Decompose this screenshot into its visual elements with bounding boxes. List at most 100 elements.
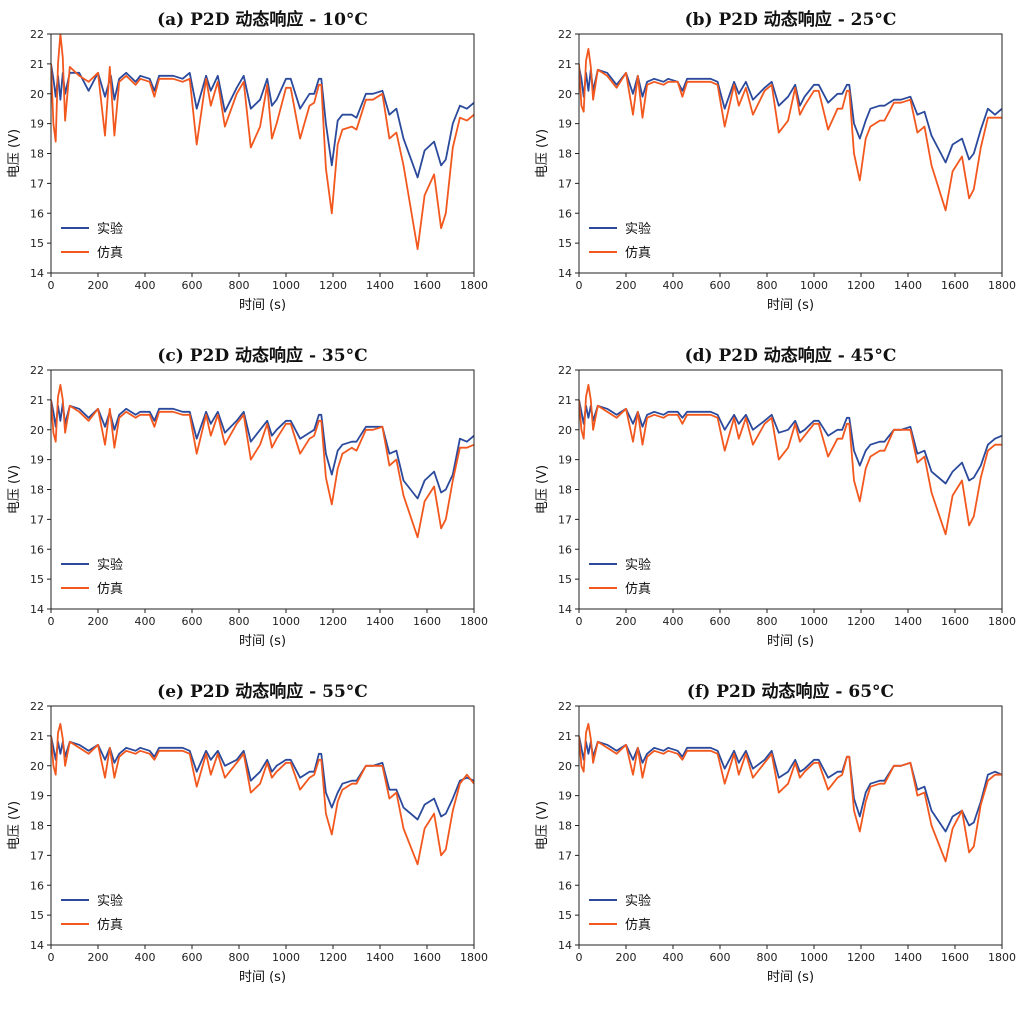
x-tick-label: 600 (182, 279, 203, 292)
y-tick-label: 20 (558, 760, 572, 773)
x-tick-label: 800 (757, 951, 778, 964)
y-tick-label: 15 (30, 237, 44, 250)
y-tick-label: 18 (558, 820, 572, 833)
x-tick-label: 1800 (988, 279, 1016, 292)
y-tick-label: 22 (30, 364, 44, 377)
x-axis-label: 时间 (s) (239, 298, 286, 313)
y-tick-label: 21 (30, 730, 44, 743)
series-line-experiment (51, 63, 474, 179)
y-tick-label: 19 (558, 790, 572, 803)
y-tick-label: 20 (558, 88, 572, 101)
x-tick-label: 200 (88, 279, 109, 292)
y-tick-label: 15 (558, 573, 572, 586)
x-tick-label: 1000 (272, 951, 300, 964)
x-tick-label: 0 (48, 279, 55, 292)
y-tick-label: 17 (558, 849, 572, 862)
plot-frame (50, 33, 475, 274)
x-tick-label: 400 (663, 951, 684, 964)
y-tick-label: 18 (30, 820, 44, 833)
chart-panel: (a) P2D 动态响应 - 10°C 0 200 400 600 800 1000 1200… (7, 9, 488, 313)
y-tick-label: 20 (30, 424, 44, 437)
y-tick-label: 19 (30, 454, 44, 467)
x-axis-label: 时间 (s) (767, 298, 814, 313)
chart-panel: (f) P2D 动态响应 - 65°C 0 200 400 600 800 1000 1200… (535, 681, 1016, 985)
x-tick-label: 400 (663, 615, 684, 628)
x-tick-label: 1600 (941, 951, 969, 964)
y-tick-label: 17 (30, 177, 44, 190)
x-tick-label: 1800 (460, 951, 488, 964)
x-tick-label: 800 (757, 279, 778, 292)
y-tick-label: 22 (558, 28, 572, 41)
y-tick-label: 22 (558, 700, 572, 713)
y-axis-label: 电压 (V) (7, 465, 22, 514)
x-tick-label: 1200 (847, 615, 875, 628)
x-tick-label: 0 (576, 615, 583, 628)
series-line-simulation (51, 34, 474, 250)
x-tick-label: 200 (616, 615, 637, 628)
series-line-simulation (51, 723, 474, 866)
legend-label: 实验 (97, 221, 123, 237)
x-tick-label: 0 (576, 279, 583, 292)
y-tick-label: 19 (30, 790, 44, 803)
x-tick-label: 1200 (319, 615, 347, 628)
x-tick-label: 1400 (894, 951, 922, 964)
y-tick-label: 18 (30, 484, 44, 497)
y-tick-label: 21 (30, 394, 44, 407)
x-tick-label: 1800 (460, 615, 488, 628)
y-tick-label: 14 (558, 267, 572, 280)
x-tick-label: 1200 (847, 279, 875, 292)
x-tick-label: 800 (229, 951, 250, 964)
y-tick-label: 14 (30, 267, 44, 280)
series-line-simulation (579, 723, 1002, 863)
y-tick-label: 22 (30, 28, 44, 41)
legend-label: 仿真 (97, 918, 123, 933)
x-tick-label: 1200 (847, 951, 875, 964)
y-tick-label: 18 (30, 148, 44, 161)
y-axis-label: 电压 (V) (7, 129, 22, 178)
y-tick-label: 16 (558, 543, 572, 556)
x-tick-label: 1800 (460, 279, 488, 292)
y-tick-label: 14 (558, 603, 572, 616)
legend-label: 实验 (97, 893, 123, 909)
x-tick-label: 400 (135, 615, 156, 628)
y-tick-label: 17 (30, 849, 44, 862)
series-line-experiment (579, 735, 1002, 833)
x-tick-label: 400 (663, 279, 684, 292)
y-tick-label: 16 (558, 879, 572, 892)
x-tick-label: 600 (710, 615, 731, 628)
y-tick-label: 15 (558, 237, 572, 250)
x-tick-label: 200 (88, 951, 109, 964)
chart-title: (d) P2D 动态响应 - 45°C (685, 345, 897, 366)
y-tick-label: 21 (558, 394, 572, 407)
x-tick-label: 800 (757, 615, 778, 628)
x-tick-label: 600 (710, 951, 731, 964)
chart-title: (a) P2D 动态响应 - 10°C (157, 9, 368, 30)
legend-label: 仿真 (97, 582, 123, 597)
y-tick-label: 16 (30, 207, 44, 220)
y-tick-label: 16 (558, 207, 572, 220)
x-tick-label: 1800 (988, 951, 1016, 964)
y-tick-label: 15 (30, 909, 44, 922)
x-tick-label: 400 (135, 951, 156, 964)
y-axis-label: 电压 (V) (535, 465, 550, 514)
y-tick-label: 20 (30, 760, 44, 773)
y-tick-label: 17 (558, 513, 572, 526)
series-line-simulation (51, 384, 474, 539)
x-tick-label: 1000 (800, 615, 828, 628)
x-tick-label: 1400 (366, 951, 394, 964)
chart-panel: (c) P2D 动态响应 - 35°C 0 200 400 600 800 1000 1200… (7, 345, 488, 649)
legend-label: 实验 (625, 221, 651, 237)
y-tick-label: 22 (30, 700, 44, 713)
x-tick-label: 1400 (894, 279, 922, 292)
y-tick-label: 19 (558, 454, 572, 467)
x-tick-label: 1600 (413, 615, 441, 628)
x-tick-label: 1600 (941, 615, 969, 628)
y-tick-label: 14 (30, 939, 44, 952)
x-tick-label: 400 (135, 279, 156, 292)
x-tick-label: 1600 (413, 951, 441, 964)
y-tick-label: 15 (558, 909, 572, 922)
y-tick-label: 19 (30, 118, 44, 131)
y-tick-label: 14 (30, 603, 44, 616)
x-tick-label: 200 (616, 279, 637, 292)
y-tick-label: 17 (558, 177, 572, 190)
